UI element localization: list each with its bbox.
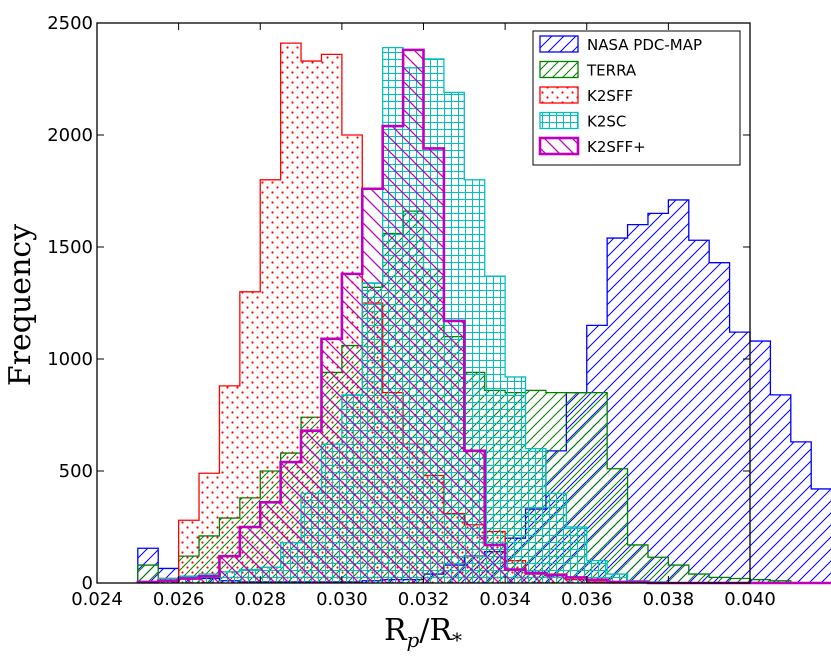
y-axis-title: Frequency	[3, 224, 38, 386]
bar-k2sc-22	[586, 560, 608, 583]
bar-k2sc-21	[566, 527, 587, 583]
bar-terra-23	[607, 468, 628, 583]
bar-k2sff-15	[443, 320, 465, 583]
bar-k2sff-5	[239, 291, 261, 583]
bar-k2sff-11	[362, 188, 383, 583]
bar-k2sff-14	[423, 148, 444, 583]
bar-k2sff-20	[545, 575, 567, 583]
bar-terra-25	[647, 557, 669, 583]
bar-k2sc-20	[545, 493, 567, 583]
x-axis-title-sub-1: p	[407, 628, 420, 652]
bar-k2sff-12	[382, 126, 404, 583]
bar-terra-22	[586, 392, 608, 583]
legend-label: K2SFF+	[587, 138, 646, 156]
bar-k2sff-8	[301, 430, 322, 583]
bar-k2sff-16	[464, 450, 485, 583]
legend-swatch-k2sc	[539, 111, 579, 130]
bar-k2sff-18	[505, 569, 526, 583]
bar-k2sff-19	[525, 572, 546, 583]
y-tick-label: 0	[82, 573, 93, 594]
bar-k2sff-4	[219, 556, 240, 583]
x-tick-label: 0.034	[479, 589, 531, 610]
legend: NASA PDC-MAP TERRA K2SFF K2SC K2SFF+	[532, 30, 741, 166]
bar-k2sff-5	[239, 527, 261, 583]
bar-k2sff-10	[341, 273, 363, 583]
x-tick-label: 0.038	[643, 589, 695, 610]
bar-nasa-pdc-map-27	[688, 240, 710, 583]
y-tick-label: 2500	[47, 13, 93, 34]
bar-nasa-pdc-map-30	[750, 341, 771, 583]
bar-k2sff-7	[280, 43, 302, 584]
histogram-series-layer	[136, 42, 831, 585]
bar-nasa-pdc-map-33	[811, 488, 831, 583]
x-tick-label: 0.032	[398, 589, 450, 610]
bar-k2sc-19	[525, 448, 546, 583]
x-tick-label: 0.028	[234, 589, 286, 610]
bar-k2sff-9	[321, 338, 342, 583]
bar-nasa-pdc-map-25	[647, 213, 669, 583]
bar-k2sff-2	[178, 520, 200, 583]
bar-k2sc-17	[484, 276, 506, 583]
y-tick-label: 500	[59, 461, 93, 482]
x-tick-label: 0.024	[71, 589, 123, 610]
bar-k2sff-22	[586, 579, 608, 583]
x-axis-title-sub-2: *	[452, 628, 462, 652]
legend-swatch-nasa-pdc-map	[539, 35, 579, 53]
bar-k2sff-2	[178, 578, 200, 583]
legend-swatch-k2sff	[538, 136, 580, 156]
bar-nasa-pdc-map-32	[790, 441, 812, 583]
y-tick-label: 2000	[47, 125, 93, 146]
legend-label: K2SFF	[587, 87, 633, 105]
legend-item-k2sff: K2SFF	[539, 86, 633, 105]
legend-label: NASA PDC-MAP	[587, 36, 702, 54]
legend-label: K2SC	[587, 113, 626, 131]
x-axis-title-base-2: R	[429, 613, 453, 648]
x-tick-label: 0.040	[724, 589, 776, 610]
legend-item-nasa-pdc-map: NASA PDC-MAP	[539, 35, 702, 54]
x-axis-title-slash: /	[419, 613, 430, 648]
bar-k2sc-23	[607, 574, 628, 583]
legend-swatch-k2sff	[539, 86, 579, 104]
bar-k2sff-3	[199, 473, 220, 583]
bar-k2sff-6	[260, 502, 281, 583]
bar-k2sff-7	[280, 462, 302, 583]
x-tick-label: 0.036	[561, 589, 613, 610]
bar-terra-30	[750, 579, 771, 583]
bar-k2sff-6	[260, 179, 281, 584]
bar-nasa-pdc-map-31	[770, 394, 791, 583]
y-tick-label: 1500	[47, 237, 93, 258]
y-tick-label: 1000	[47, 349, 93, 370]
bar-terra-29	[729, 578, 750, 583]
bar-k2sff-3	[199, 576, 220, 583]
bar-nasa-pdc-map-29	[729, 332, 750, 583]
legend-item-k2sff: K2SFF+	[538, 136, 646, 156]
x-axis-title: Rp/R*	[384, 613, 462, 652]
x-tick-label: 0.026	[153, 589, 205, 610]
bar-terra-24	[627, 544, 648, 583]
bar-terra-28	[709, 577, 730, 583]
series-k2sff	[136, 48, 831, 585]
bar-k2sff-17	[484, 544, 506, 583]
legend-item-k2sc: K2SC	[539, 111, 626, 131]
bar-k2sff-13	[403, 49, 424, 583]
bar-nasa-pdc-map-26	[668, 199, 689, 583]
legend-item-terra: TERRA	[539, 60, 637, 80]
legend-label: TERRA	[586, 62, 637, 80]
x-axis-title-base-1: R	[384, 613, 408, 648]
bar-terra-0	[137, 565, 159, 583]
axis-ticks: 0.024 0.026 0.028 0.030 0.032 0.034 0.036 0.038…	[47, 13, 776, 610]
bar-terra-27	[688, 574, 710, 583]
bar-nasa-pdc-map-28	[709, 262, 730, 583]
bar-k2sff-4	[219, 385, 240, 583]
bar-terra-26	[668, 565, 689, 583]
legend-swatch-terra	[539, 60, 579, 79]
bar-k2sc-18	[505, 376, 526, 583]
bar-k2sff-21	[566, 577, 587, 583]
x-tick-label: 0.030	[316, 589, 368, 610]
bar-nasa-pdc-map-24	[627, 224, 648, 583]
